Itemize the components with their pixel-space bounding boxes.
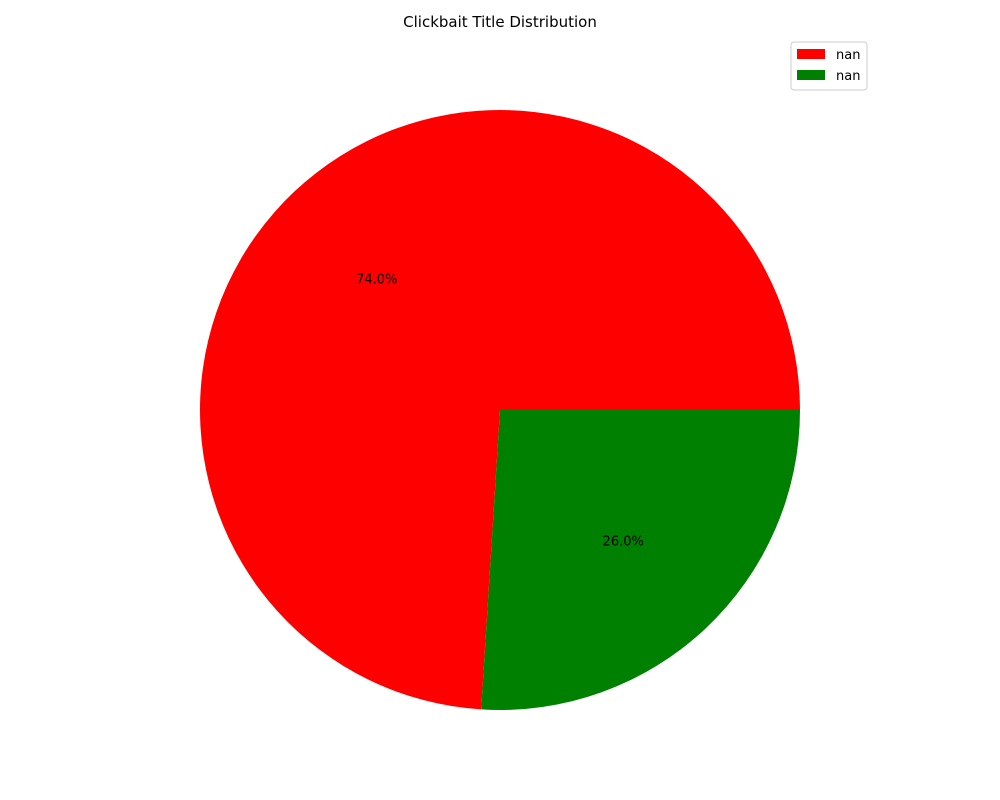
pie-slice-0: [200, 109, 801, 710]
legend: nan nan: [790, 41, 868, 91]
pie-slice-0-pct-label: 74.0%: [356, 272, 397, 287]
chart-title: Clickbait Title Distribution: [403, 13, 597, 31]
legend-swatch-0: [797, 49, 825, 59]
pie-slice-1: [481, 410, 800, 710]
pie-labels: 74.0% 26.0%: [356, 272, 644, 549]
pie-slices: [200, 109, 801, 710]
legend-swatch-1: [797, 70, 825, 80]
legend-label-1: nan: [836, 69, 860, 84]
legend-label-0: nan: [836, 48, 860, 63]
pie-slice-1-pct-label: 26.0%: [603, 535, 644, 550]
